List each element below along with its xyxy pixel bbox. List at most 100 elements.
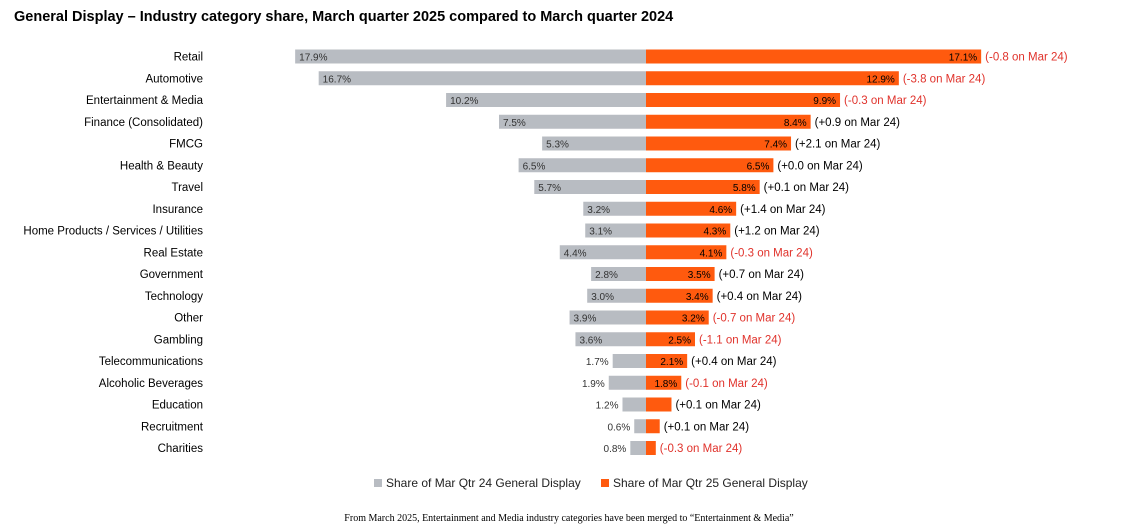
change-label: (+0.1 on Mar 24) — [675, 400, 761, 412]
legend: Share of Mar Qtr 24 General Display Shar… — [0, 476, 1138, 492]
bar-label-mar-25: 4.3% — [703, 227, 726, 238]
change-label: (+0.4 on Mar 24) — [691, 356, 777, 368]
change-label: (+1.2 on Mar 24) — [734, 226, 820, 238]
category-label: Insurance — [152, 204, 203, 216]
change-label: (-1.1 on Mar 24) — [699, 334, 782, 346]
bar-mar-25 — [646, 354, 688, 368]
change-label: (+0.4 on Mar 24) — [717, 291, 803, 303]
bar-label-mar-24: 1.2% — [596, 401, 619, 412]
bar-mar-25 — [646, 332, 695, 347]
change-label: (-0.1 on Mar 24) — [685, 378, 768, 390]
bar-mar-25 — [646, 180, 760, 194]
bar-label-mar-25: 4.6% — [709, 205, 732, 216]
bar-mar-25 — [646, 114, 811, 129]
bar-label-mar-24: 6.5% — [523, 161, 546, 172]
change-label: (-0.3 on Mar 24) — [844, 95, 927, 107]
bar-mar-25 — [646, 71, 899, 86]
bar-label-mar-25: 7.4% — [764, 140, 787, 151]
legend-item-mar-24: Share of Mar Qtr 24 General Display — [374, 476, 581, 490]
bar-mar-24 — [585, 223, 646, 238]
category-label: Charities — [158, 443, 204, 455]
footnote: From March 2025, Entertainment and Media… — [344, 513, 794, 524]
bar-mar-24 — [446, 93, 646, 107]
bar-mar-25 — [646, 441, 656, 455]
legend-label-mar-25: Share of Mar Qtr 25 General Display — [613, 476, 808, 490]
category-label: Finance (Consolidated) — [84, 117, 203, 129]
bar-label-mar-24: 16.7% — [323, 74, 351, 85]
category-label: Automotive — [145, 73, 203, 85]
bar-label-mar-24: 1.9% — [582, 379, 605, 390]
bar-mar-24 — [591, 267, 646, 281]
bar-mar-24 — [318, 71, 646, 86]
change-label: (+2.1 on Mar 24) — [795, 139, 881, 151]
bar-mar-24 — [612, 354, 646, 368]
bar-label-mar-25: 8.4% — [784, 118, 807, 129]
change-label: (-0.3 on Mar 24) — [730, 247, 813, 259]
bar-mar-24 — [518, 158, 646, 173]
bar-label-mar-24: 4.4% — [564, 248, 587, 259]
bar-label-mar-24: 5.3% — [546, 140, 569, 151]
legend-label-mar-24: Share of Mar Qtr 24 General Display — [386, 476, 581, 490]
bar-label-mar-24: 10.2% — [450, 96, 478, 107]
change-label: (-0.8 on Mar 24) — [985, 52, 1068, 64]
bar-mar-24 — [295, 49, 646, 64]
category-label: Education — [152, 400, 203, 412]
bar-label-mar-25: 6.5% — [747, 161, 770, 172]
bar-label-mar-24: 5.7% — [538, 183, 561, 194]
category-label: Gambling — [154, 334, 203, 346]
category-label: Technology — [145, 291, 203, 303]
chart-title: General Display – Industry category shar… — [14, 9, 674, 25]
change-label: (-3.8 on Mar 24) — [903, 73, 986, 85]
bar-label-mar-25: 2.1% — [660, 357, 683, 368]
category-label: Travel — [171, 182, 203, 194]
category-label: Telecommunications — [99, 356, 203, 368]
category-label: Recruitment — [141, 421, 204, 433]
legend-swatch-mar-24 — [374, 479, 382, 487]
bar-label-mar-24: 2.8% — [595, 270, 618, 281]
change-label: (+0.9 on Mar 24) — [815, 117, 901, 129]
bar-label-mar-24: 0.8% — [604, 444, 627, 455]
bar-label-mar-25: 4.1% — [700, 248, 723, 259]
bar-label-mar-24: 7.5% — [503, 118, 526, 129]
bar-mar-25 — [646, 49, 982, 64]
bar-mar-24 — [608, 375, 646, 390]
bar-mar-25 — [646, 310, 709, 325]
bar-mar-24 — [583, 201, 646, 216]
bar-mar-24 — [534, 180, 646, 194]
bar-label-mar-24: 3.1% — [589, 227, 612, 238]
bar-label-mar-24: 0.6% — [607, 422, 630, 433]
bar-mar-24 — [575, 332, 646, 347]
bar-label-mar-25: 2.5% — [668, 335, 691, 346]
bar-mar-24 — [542, 136, 646, 151]
bar-mar-25 — [646, 158, 774, 173]
bar-mar-24 — [559, 245, 646, 260]
bar-label-mar-24: 3.6% — [579, 335, 602, 346]
bar-mar-24 — [587, 288, 646, 303]
bar-mar-24 — [499, 114, 646, 129]
category-label: Home Products / Services / Utilities — [23, 226, 203, 238]
category-label: Government — [140, 269, 204, 281]
legend-item-mar-25: Share of Mar Qtr 25 General Display — [601, 476, 808, 490]
bar-label-mar-25: 1.8% — [654, 379, 677, 390]
category-label: Health & Beauty — [120, 160, 203, 172]
bar-label-mar-24: 1.7% — [586, 357, 609, 368]
category-label: Entertainment & Media — [86, 95, 204, 107]
change-label: (-0.3 on Mar 24) — [660, 443, 743, 455]
bar-mar-24 — [569, 310, 646, 325]
bar-mar-25 — [646, 223, 731, 238]
bar-label-mar-25: 12.9% — [866, 74, 894, 85]
bar-mar-25 — [646, 267, 715, 281]
bar-label-mar-24: 3.9% — [574, 314, 597, 325]
category-label: Retail — [174, 52, 203, 64]
bar-mar-25 — [646, 136, 792, 151]
bar-label-mar-25: 3.2% — [682, 314, 705, 325]
bar-mar-25 — [646, 375, 682, 390]
change-label: (-0.7 on Mar 24) — [713, 313, 796, 325]
bar-mar-24 — [630, 441, 646, 455]
bar-label-mar-25: 17.1% — [949, 53, 977, 64]
category-label: Alcoholic Beverages — [99, 378, 203, 390]
bar-label-mar-25: 3.5% — [688, 270, 711, 281]
change-label: (+0.1 on Mar 24) — [664, 421, 750, 433]
legend-swatch-mar-25 — [601, 479, 609, 487]
category-label: Real Estate — [144, 247, 203, 259]
